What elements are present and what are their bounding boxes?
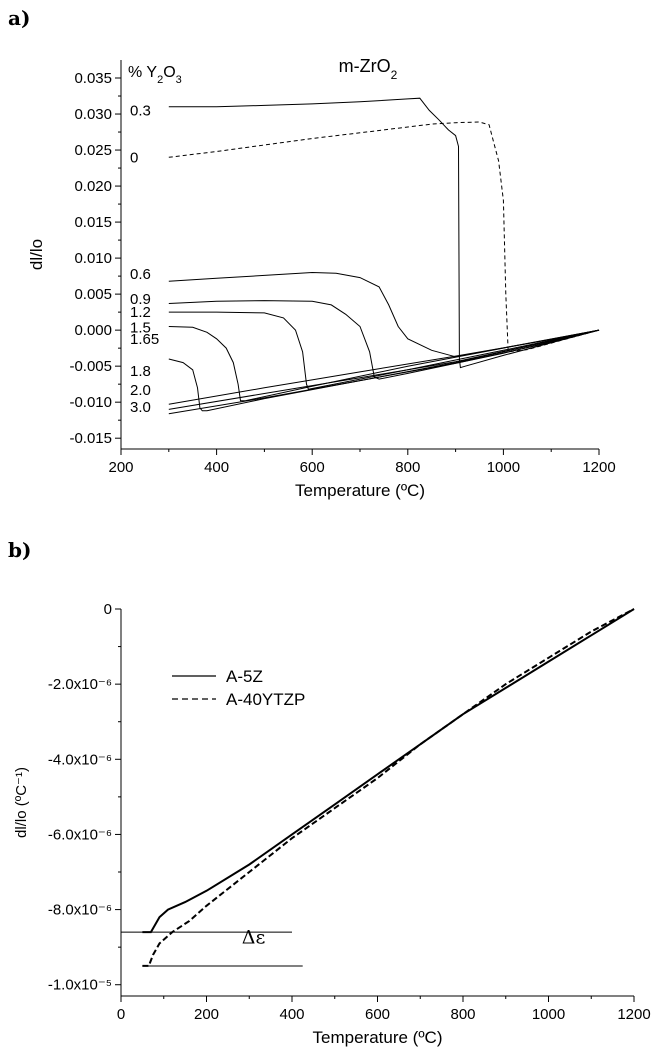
y-tick-label: 0.005 <box>74 286 112 303</box>
legend-title: % Y2O3 <box>128 64 182 86</box>
curve-label: 0.6 <box>130 266 151 283</box>
curve-label: 2.0 <box>130 382 151 399</box>
title-part: m-ZrO <box>339 56 391 76</box>
series-line <box>168 329 600 405</box>
x-tick-label: 1000 <box>487 459 520 476</box>
y-tick-label: 0.030 <box>74 106 112 123</box>
x-tick-label: 200 <box>108 459 133 476</box>
y-tick-label: 0.035 <box>74 70 112 87</box>
series-line <box>142 608 635 934</box>
x-axis-title: Temperature (ºC) <box>313 1028 443 1047</box>
x-tick-label: 600 <box>300 459 325 476</box>
series-line <box>168 121 600 353</box>
series-line <box>168 300 600 380</box>
y-tick-label: 0.025 <box>74 142 112 159</box>
x-tick-label: 1200 <box>617 1006 650 1023</box>
y-tick-label: 0.020 <box>74 178 112 195</box>
curve-label: 1.2 <box>130 304 151 321</box>
curve-label: 1.5 <box>130 319 151 336</box>
title-subscript: 2 <box>391 68 398 82</box>
y-axis-title: dl/lo (ºC⁻¹) <box>13 767 30 838</box>
legend-title-part: O <box>163 64 175 81</box>
y-tick-label: -4.0x10⁻⁶ <box>48 751 112 768</box>
x-tick-label: 0 <box>117 1006 125 1023</box>
y-tick-label: -8.0x10⁻⁶ <box>48 902 112 919</box>
delta-epsilon-annotation: Δε <box>242 926 266 948</box>
y-tick-label: -1.0x10⁻⁵ <box>48 977 112 994</box>
legend-title-subscript: 3 <box>176 74 182 86</box>
panel-label-a: a) <box>8 6 31 30</box>
x-axis-title: Temperature (ºC) <box>295 481 425 500</box>
chart-b-layer: 0 200 400 600 800 1000 1200 0 -2.0x10⁻⁶ -4.0x10⁻⁶… <box>13 601 651 1047</box>
y-tick-label: 0.010 <box>74 250 112 267</box>
chart-a-layer: 200 400 600 800 1000 1200 -0.015 -0.010 -0.005 0.… <box>27 56 616 500</box>
x-tick-label: 400 <box>204 459 229 476</box>
y-tick-label: -2.0x10⁻⁶ <box>48 676 112 693</box>
panel-label-b: b) <box>8 538 32 562</box>
x-tick-label: 800 <box>450 1006 475 1023</box>
x-tick-label: 200 <box>194 1006 219 1023</box>
legend-entry: A-40YTZP <box>226 690 305 709</box>
curve-label: 1.8 <box>130 363 151 380</box>
y-tick-label: -6.0x10⁻⁶ <box>48 826 112 843</box>
y-tick-label: 0.000 <box>74 322 112 339</box>
series-line <box>168 329 600 415</box>
legend-title-part: % Y <box>128 64 157 81</box>
x-tick-label: 1200 <box>582 459 615 476</box>
series-line <box>142 608 635 967</box>
y-tick-label: -0.005 <box>69 358 112 375</box>
x-tick-label: 600 <box>365 1006 390 1023</box>
y-tick-label: 0 <box>104 601 112 618</box>
x-tick-label: 800 <box>395 459 420 476</box>
y-tick-label: 0.015 <box>74 214 112 231</box>
legend-entry: A-5Z <box>226 667 263 686</box>
curve-label: 0.3 <box>130 102 151 119</box>
series-line <box>168 329 600 412</box>
curve-label: 0.9 <box>130 291 151 308</box>
chart-a-title: m-ZrO2 <box>339 56 398 82</box>
x-tick-label: 1000 <box>532 1006 565 1023</box>
y-tick-label: -0.010 <box>69 394 112 411</box>
series-line <box>168 271 600 358</box>
y-axis-title: dl/lo <box>27 239 46 270</box>
series-line <box>168 329 600 410</box>
curve-label: 3.0 <box>130 399 151 416</box>
y-tick-label: -0.015 <box>69 430 112 447</box>
series-line <box>168 311 600 390</box>
series-line <box>168 326 600 402</box>
legend-title-subscript: 2 <box>157 74 163 86</box>
series-line <box>168 97 600 369</box>
curve-label: 0 <box>130 149 138 166</box>
x-tick-label: 400 <box>279 1006 304 1023</box>
curve-label: 1.65 <box>130 331 159 348</box>
